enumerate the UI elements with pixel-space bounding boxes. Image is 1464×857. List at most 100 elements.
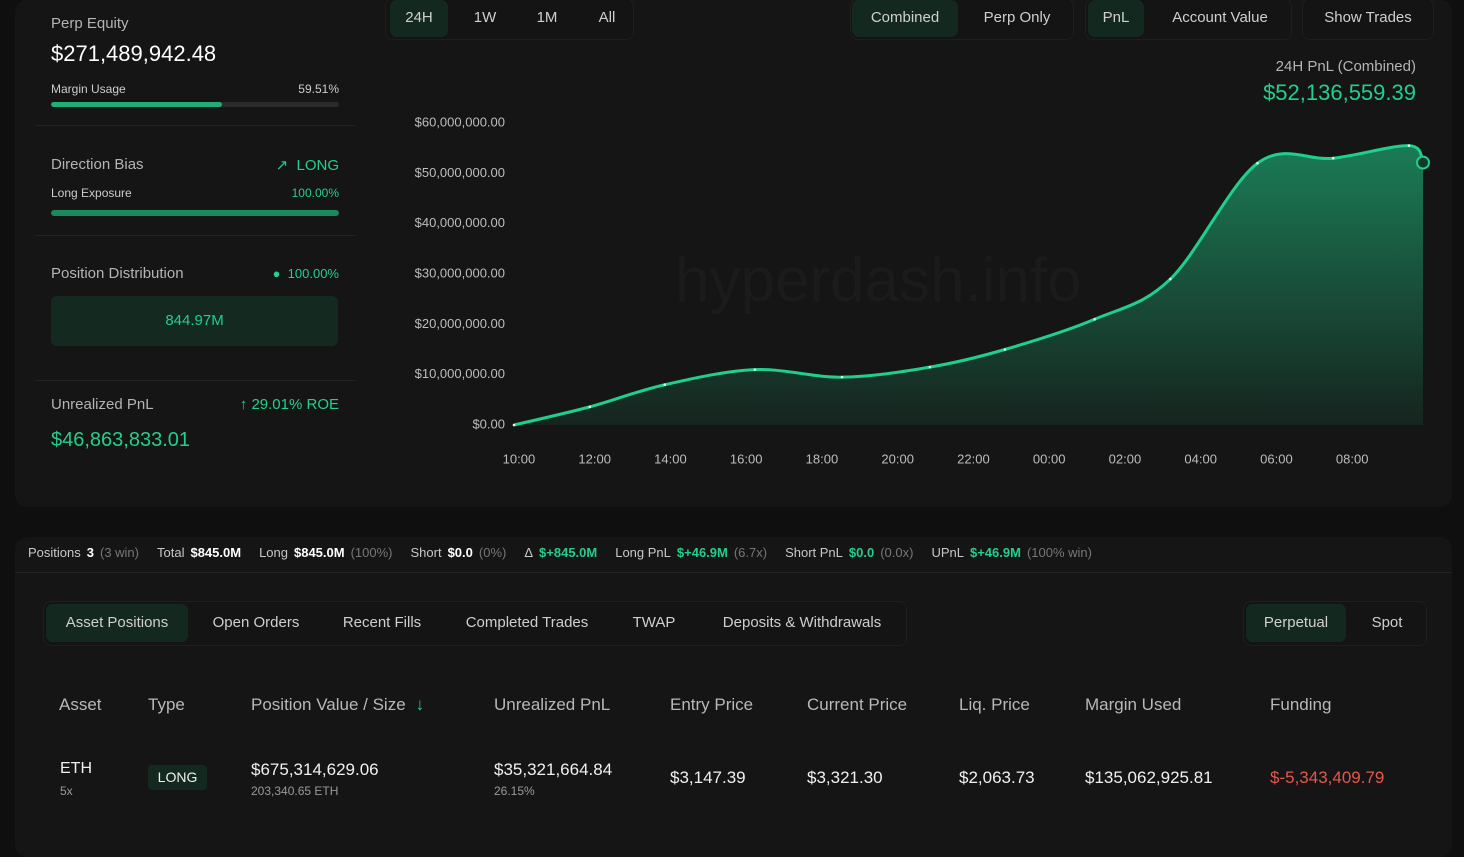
x-tick-label: 12:00 [578,451,611,466]
tab[interactable]: 1M [536,9,558,26]
tab[interactable]: TWAP [632,614,676,631]
up-icon: ↑ [239,396,252,413]
x-tick-label: 20:00 [881,451,914,466]
sort-icon: ↓ [415,695,425,714]
point [663,383,667,387]
summary-label: Δ [524,545,534,560]
active-tab-bg [852,0,958,37]
x-tick-label: 22:00 [957,451,990,466]
y-tick-label: $0.00 [472,416,505,431]
point [753,368,757,371]
column-header[interactable]: Liq. Price [959,695,1030,714]
summary-value: $+46.9M [969,545,1021,560]
end-point [1416,155,1430,170]
tab[interactable]: 1W [473,9,497,26]
tab[interactable]: Spot [1371,614,1403,631]
point [928,365,932,369]
summary-label: Short PnL [785,545,843,560]
funding: $-5,343,409.79 [1270,768,1385,787]
long-exposure: 100.00% [291,186,339,200]
margin-usage: 59.51% [298,82,339,96]
summary-label: Total [157,545,185,560]
unrealized-pnl-cell: $35,321,664.84 [494,760,613,779]
x-tick-label: 06:00 [1260,451,1293,466]
label: Unrealized PnL [51,396,154,413]
summary-note: (6.7x) [733,545,768,560]
label: Perp Equity [51,15,129,32]
active-tab-bg [1246,604,1346,642]
tab[interactable]: Combined [870,9,940,26]
tab[interactable]: Completed Trades [465,614,589,631]
summary-value: $+46.9M [676,545,728,560]
progress-track [51,102,339,107]
exposure-bar [51,210,339,216]
chart-headline: $52,136,559.39 [1263,80,1416,105]
summary-item: Short $0.0 (0%) [411,545,507,560]
label: Position Distribution [51,265,184,282]
point [512,423,516,427]
column-header[interactable]: Asset [59,695,102,714]
active-tab-bg [46,604,188,642]
y-tick-label: $50,000,000.00 [415,165,505,180]
y-tick-label: $60,000,000.00 [415,114,505,129]
progress-track [51,210,339,216]
active-tab-bg [1088,0,1144,37]
column-header[interactable]: Unrealized PnL [494,695,611,714]
tab[interactable]: Perp Only [983,9,1051,26]
column-header[interactable]: Entry Price [670,695,754,714]
tab[interactable]: Recent Fills [342,614,422,631]
summary-note: (100% win) [1026,545,1092,560]
asset[interactable]: ETH [60,760,92,777]
column-header[interactable]: Current Price [807,695,908,714]
tab[interactable]: All [598,9,616,26]
point [840,375,844,379]
x-tick-label: 16:00 [730,451,763,466]
summary-value: $0.0 [848,545,875,560]
column-header[interactable]: Margin Used [1085,695,1182,714]
x-tick-label: 18:00 [806,451,839,466]
summary-item: Positions 3 (3 win) [28,545,139,560]
x-tick-label: 08:00 [1336,451,1369,466]
column-header[interactable]: Type [148,695,185,714]
summary-label: Long PnL [615,545,671,560]
perp-equity: $271,489,942.48 [51,41,217,66]
watermark: hyperdash.info [675,246,1082,315]
point [1256,161,1259,165]
distribution-box [51,296,338,346]
column-header[interactable]: Funding [1270,695,1332,714]
tab[interactable]: PnL [1102,9,1130,26]
tab[interactable]: Account Value [1172,9,1268,26]
point [1169,277,1172,281]
tab[interactable]: Deposits & Withdrawals [722,614,882,631]
column-header[interactable]: Position Value / Size ↓ [251,695,424,715]
summary-item: Long $845.0M (100%) [259,545,392,560]
pnl-pct: 26.15% [494,784,535,798]
current-price: $3,321.30 [807,768,883,787]
y-tick-label: $30,000,000.00 [415,265,505,280]
summary-item: Total $845.0M [157,545,241,560]
margin-bar [51,102,223,107]
summary-value: $+845.0M [539,545,598,560]
y-tick-label: $10,000,000.00 [415,366,505,381]
summary-label: Long [259,545,288,560]
summary-item: Long PnL $+46.9M (6.7x) [615,545,767,560]
show-trades[interactable]: Show Trades [1324,9,1412,26]
divider [35,235,355,236]
tab[interactable]: 24H [405,9,433,26]
chart: $0.00 $10,000,000.00 $20,000,000.00 $30,000… [415,114,1430,466]
line [513,144,1425,427]
summary-value: $0.0 [447,545,473,560]
point [1003,348,1007,351]
distribution-value: 844.97M [165,312,224,329]
summary-label: Short [410,545,442,560]
tab[interactable]: Asset Positions [65,614,169,631]
divider [35,380,355,381]
summary-label: UPnL [931,545,964,560]
tab[interactable]: Perpetual [1263,614,1329,631]
show-trades-box [1302,0,1434,40]
point [1093,318,1096,321]
summary-note: (3 win) [99,545,139,560]
divider [35,125,355,126]
tab[interactable]: Open Orders [212,614,300,631]
